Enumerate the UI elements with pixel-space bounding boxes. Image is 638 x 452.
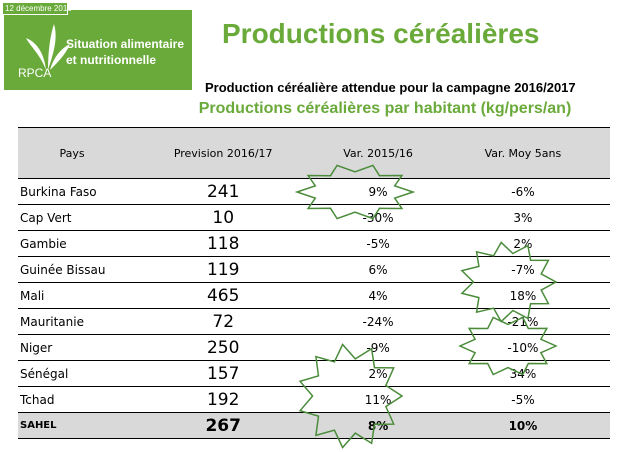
cell: 119 xyxy=(206,259,240,280)
cell: Mauritanie xyxy=(20,314,84,329)
cell: 72 xyxy=(212,311,235,332)
table-row: Niger 250 -9% -10% xyxy=(18,334,610,361)
section-line: et nutritionnelle xyxy=(66,53,156,67)
cell: SAHEL xyxy=(18,412,127,439)
cell: 10 xyxy=(212,207,235,228)
cell: -5% xyxy=(511,392,535,407)
cell: -5% xyxy=(366,236,390,251)
cell: 192 xyxy=(206,389,240,410)
cell: 8% xyxy=(320,412,436,439)
cell: 6% xyxy=(368,262,388,277)
table-row: Sénégal 157 2% 34% xyxy=(18,360,610,387)
cell: 4% xyxy=(368,288,388,303)
cell: Cap Vert xyxy=(20,210,72,225)
column-header: Var. 2015/16 xyxy=(320,127,436,179)
title: Productions céréalières xyxy=(222,18,540,49)
table: Pays Prevision 2016/17 Var. 2015/16 Var. Mo… xyxy=(18,127,610,439)
cell: 118 xyxy=(206,233,240,254)
cell: 3% xyxy=(513,210,533,225)
cell: -10% xyxy=(507,340,539,355)
section-line: Situation alimentaire xyxy=(66,37,185,51)
cell: -24% xyxy=(362,314,394,329)
cell: 18% xyxy=(509,288,537,303)
cell: Gambie xyxy=(20,236,67,251)
column-header: Prevision 2016/17 xyxy=(126,127,321,179)
star-highlight xyxy=(298,343,404,449)
cell: Tchad xyxy=(20,392,55,407)
table-row: Burkina Faso 241 9% -6% xyxy=(18,178,610,205)
cell: 11% xyxy=(364,392,392,407)
cell: Sénégal xyxy=(20,366,69,381)
cell: -7% xyxy=(511,262,535,277)
column-header: Var. Moy 5ans xyxy=(435,127,610,179)
cell: -21% xyxy=(507,314,539,329)
table-row: Guinée Bissau 119 6% -7% xyxy=(18,256,610,283)
logo-text: RPCA xyxy=(18,66,52,80)
star-highlight xyxy=(294,164,416,220)
subtitle: Production céréalière attendue pour la c… xyxy=(205,80,576,95)
cell: 250 xyxy=(206,337,240,358)
cell: Niger xyxy=(20,340,53,355)
logo-box xyxy=(4,10,192,90)
logo-icon xyxy=(26,24,70,70)
table-row: SAHEL 267 8% 10% xyxy=(18,412,610,439)
table-row: Mauritanie 72 -24% -21% xyxy=(18,308,610,335)
cell: 9% xyxy=(368,184,388,199)
date: 12 décembre 2016 xyxy=(2,2,72,15)
cell: Mali xyxy=(20,288,45,303)
cell: 241 xyxy=(206,181,240,202)
column-header: Pays xyxy=(18,127,127,179)
cell: 157 xyxy=(206,363,240,384)
cell: 10% xyxy=(435,412,610,439)
section: Situation alimentaire et nutritionnelle xyxy=(66,36,184,68)
cell: 267 xyxy=(126,412,321,439)
cell: Guinée Bissau xyxy=(20,262,106,277)
table-row: Mali 465 4% 18% xyxy=(18,282,610,309)
star-highlight xyxy=(458,316,558,376)
cell: 465 xyxy=(206,285,240,306)
cell: Burkina Faso xyxy=(20,184,97,199)
table-row: Cap Vert 10 -30% 3% xyxy=(18,204,610,231)
star-highlight xyxy=(460,241,558,323)
table-title: Productions céréalières par habitant (kg… xyxy=(198,100,572,117)
table-row: Tchad 192 11% -5% xyxy=(18,386,610,413)
cell: 2% xyxy=(368,366,388,381)
cell: -6% xyxy=(511,184,535,199)
cell: -30% xyxy=(362,210,394,225)
